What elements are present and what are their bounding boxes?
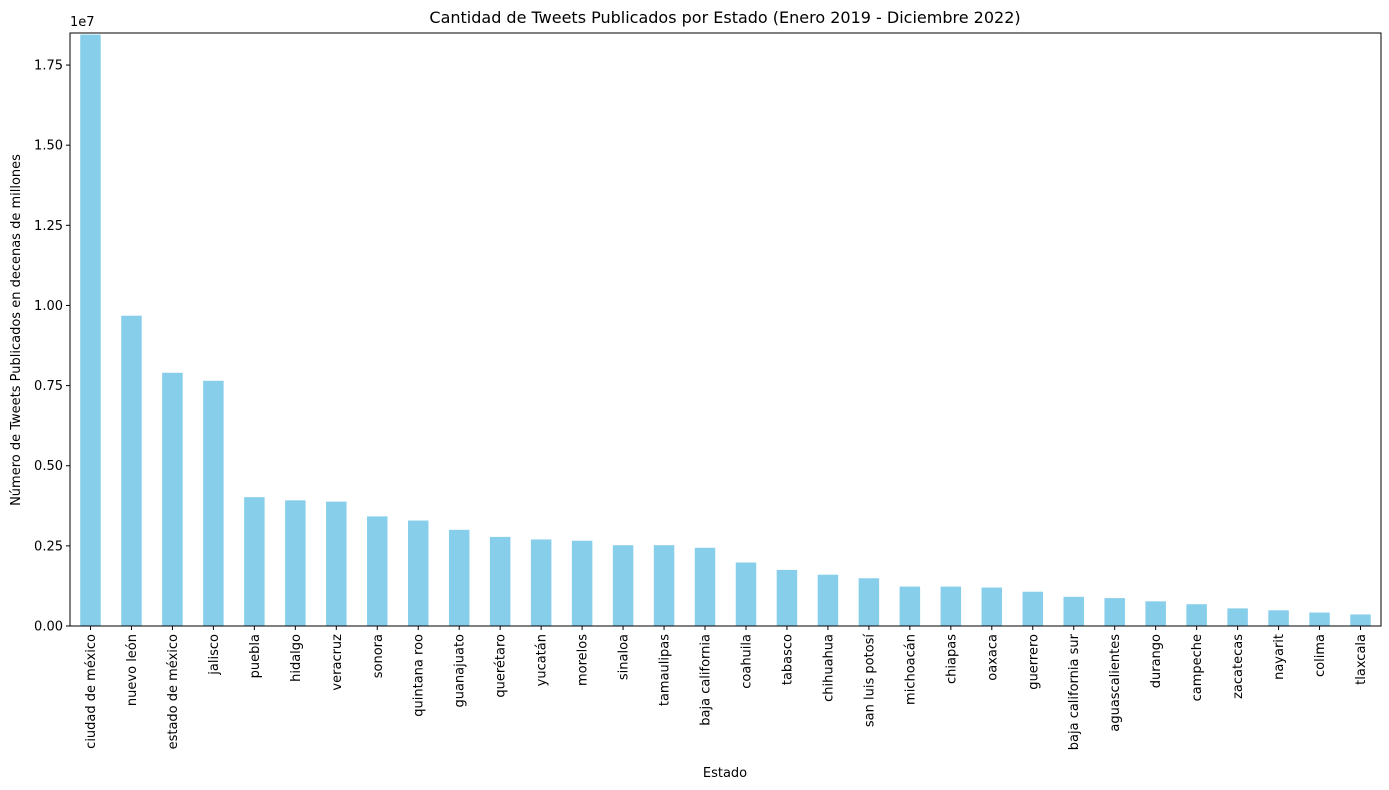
bar-12 [571, 540, 593, 626]
bars-group [80, 34, 1371, 626]
bar-16 [735, 562, 757, 626]
bar-31 [1350, 614, 1371, 626]
y-tick-label: 0.25 [34, 539, 63, 554]
bar-18 [817, 574, 839, 626]
x-tick-label: chihuahua [821, 634, 836, 702]
y-tick-label: 1.50 [34, 139, 63, 154]
bar-14 [653, 545, 675, 626]
bar-20 [899, 586, 921, 626]
x-tick-label: tlaxcala [1354, 634, 1369, 685]
x-tick-label: guanajuato [453, 634, 468, 708]
y-axis-label: Número de Tweets Publicados en decenas d… [9, 154, 24, 506]
bar-17 [776, 569, 798, 626]
bar-26 [1145, 601, 1166, 626]
x-tick-label: estado de méxico [166, 634, 181, 749]
x-tick-label: sinaloa [617, 634, 632, 680]
bar-11 [530, 539, 552, 626]
bar-6 [326, 501, 347, 626]
x-tick-label: zacatecas [1231, 634, 1246, 699]
y-tick-label: 1.75 [34, 59, 63, 74]
bar-29 [1268, 610, 1289, 626]
x-tick-label: coahuila [739, 634, 754, 689]
x-tick-label: quintana roo [412, 634, 427, 717]
x-tick-label: campeche [1190, 634, 1205, 701]
x-tick-label: san luis potosí [862, 634, 877, 728]
x-tick-label: hidalgo [289, 634, 304, 682]
bar-1 [121, 315, 142, 626]
x-tick-label: colima [1313, 634, 1328, 677]
bar-8 [407, 520, 429, 626]
x-tick-label: baja california [699, 634, 714, 726]
bar-2 [162, 372, 183, 626]
bar-30 [1309, 612, 1330, 626]
bar-3 [203, 380, 224, 626]
bar-19 [858, 578, 880, 626]
bar-15 [694, 547, 716, 626]
plot-frame [69, 32, 1382, 627]
x-tick-label: ciudad de méxico [84, 634, 99, 749]
x-tick-label: morelos [576, 634, 591, 686]
x-tick-label: guerrero [1026, 634, 1041, 690]
bar-24 [1063, 596, 1084, 626]
x-tick-label: jalisco [207, 634, 222, 676]
x-tick-label: durango [1149, 634, 1164, 688]
x-tick-label: aguascalientes [1108, 634, 1123, 732]
x-tick-label: yucatán [535, 634, 550, 686]
bar-21 [940, 586, 962, 626]
x-tick-label: veracruz [330, 634, 345, 691]
x-tick-label: puebla [248, 634, 263, 678]
bar-5 [285, 500, 306, 626]
bar-7 [367, 516, 388, 626]
bar-9 [448, 529, 470, 626]
bar-27 [1186, 604, 1207, 626]
y-tick-label: 0.50 [34, 459, 63, 474]
y-axis-ticks: 0.00 0.25 0.50 0.75 1.00 1.25 1.50 1.75 [34, 59, 70, 635]
y-tick-label: 0.00 [34, 620, 63, 635]
bar-28 [1227, 608, 1248, 626]
bar-13 [612, 545, 634, 626]
x-tick-label: michoacán [903, 634, 918, 705]
y-tick-label: 1.25 [34, 219, 63, 234]
bar-4 [244, 497, 265, 626]
x-tick-label: nuevo león [125, 634, 140, 706]
y-tick-label: 0.75 [34, 379, 63, 394]
x-tick-label: tabasco [780, 634, 795, 685]
bar-25 [1104, 598, 1125, 626]
x-axis-ticks: ciudad de méxico nuevo león estado de méxi… [84, 626, 1369, 750]
x-tick-label: baja california sur [1067, 633, 1082, 750]
x-axis-label: Estado [703, 766, 747, 781]
bar-22 [981, 587, 1003, 626]
bar-0 [80, 34, 101, 626]
y-axis-offset-label: 1e7 [70, 15, 95, 30]
bar-23 [1022, 591, 1044, 626]
y-tick-label: 1.00 [34, 299, 63, 314]
x-tick-label: nayarit [1272, 634, 1287, 680]
x-tick-label: tamaulipas [658, 634, 673, 706]
x-tick-label: chiapas [944, 634, 959, 684]
x-tick-label: sonora [371, 634, 386, 678]
chart-title: Cantidad de Tweets Publicados por Estado… [429, 8, 1020, 27]
bar-10 [489, 536, 511, 626]
x-tick-label: querétaro [494, 634, 509, 698]
x-tick-label: oaxaca [985, 634, 1000, 681]
